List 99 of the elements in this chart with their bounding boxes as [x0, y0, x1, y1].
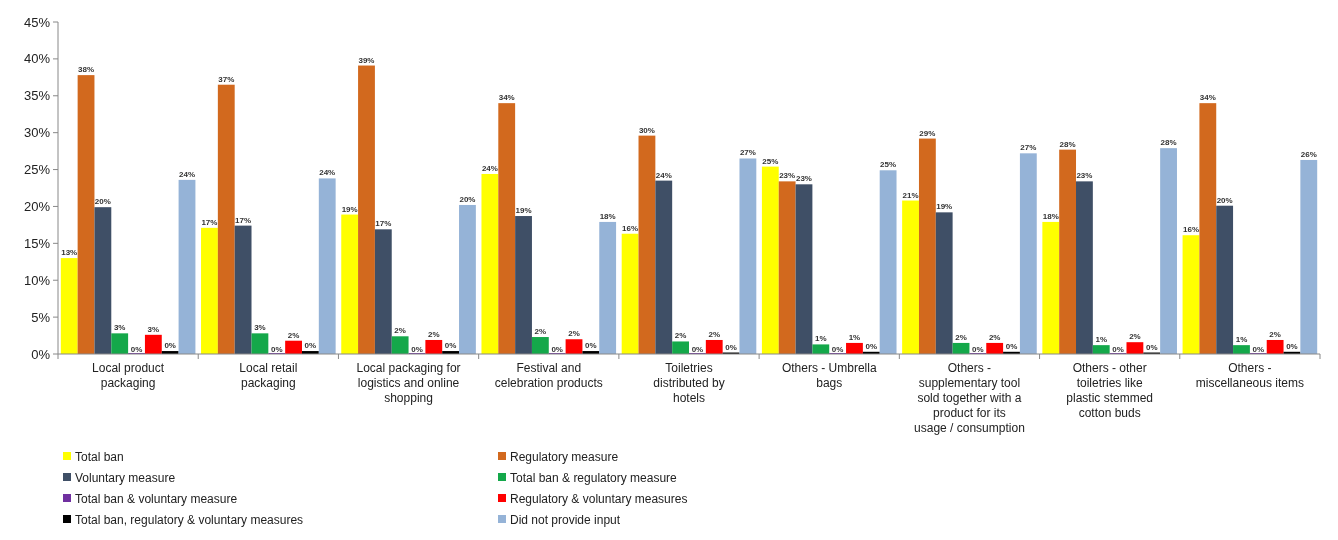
data-label: 17% [375, 219, 392, 229]
data-label: 2% [708, 329, 721, 339]
data-label: 27% [1020, 143, 1037, 153]
data-label: 16% [1182, 225, 1199, 235]
data-label: 20% [94, 197, 111, 207]
legend-label: Total ban, regulatory & voluntary measures [75, 513, 304, 528]
data-label: 1% [1235, 335, 1248, 345]
data-label: 38% [78, 65, 95, 75]
data-label: 19% [341, 204, 358, 214]
data-label: 0% [831, 345, 844, 354]
data-label: 0% [130, 345, 143, 354]
data-label: 1% [815, 334, 827, 344]
data-label: 0% [585, 341, 597, 351]
data-label: 2% [534, 327, 547, 337]
data-label: 26% [1300, 149, 1317, 159]
data-label: 3% [147, 324, 160, 334]
data-label: 0% [865, 341, 878, 351]
data-label: 25% [762, 156, 779, 166]
data-label: 37% [218, 74, 235, 84]
data-label: 28% [1059, 139, 1076, 149]
legend-label: Total ban & regulatory measure [510, 471, 678, 486]
data-label: 34% [498, 93, 515, 103]
data-label: 13% [61, 248, 78, 258]
y-tick-label: 35% [23, 88, 51, 104]
data-label: 0% [551, 345, 563, 354]
data-label: 39% [358, 55, 375, 65]
y-tick-label: 40% [23, 51, 51, 67]
data-label: 23% [795, 174, 812, 184]
data-label: 0% [164, 341, 176, 351]
legend-label: Regulatory measure [510, 450, 619, 465]
y-tick-label: 10% [23, 272, 51, 288]
data-label: 27% [739, 148, 756, 158]
legend-label: Total ban & voluntary measure [75, 492, 238, 507]
x-tick-label: Festival and celebration products [494, 361, 603, 390]
data-label: 1% [1095, 335, 1108, 345]
data-label: 24% [481, 163, 498, 173]
data-label: 2% [955, 332, 967, 342]
data-label: 23% [779, 171, 796, 181]
data-label: 2% [1129, 332, 1141, 342]
data-label: 17% [201, 217, 218, 227]
legend-label: Total ban [75, 450, 124, 465]
data-label: 0% [270, 345, 283, 354]
data-label: 30% [638, 125, 655, 135]
legend-label: Did not provide input [510, 513, 621, 528]
x-tick-label: Others - other toiletries like plastic stemmed cotton buds [1066, 361, 1154, 420]
y-tick-label: 20% [23, 198, 51, 214]
y-tick-label: 0% [31, 346, 51, 362]
data-label: 0% [691, 345, 704, 354]
data-label: 2% [988, 332, 1001, 342]
data-label: 20% [459, 194, 476, 204]
data-label: 0% [304, 341, 317, 351]
data-label: 24% [319, 168, 336, 178]
data-label: 23% [1076, 171, 1093, 181]
data-label: 2% [287, 330, 300, 340]
data-label: 0% [1005, 341, 1018, 351]
data-label: 24% [179, 169, 196, 179]
data-label: 3% [113, 323, 126, 333]
data-label: 2% [674, 331, 687, 341]
data-label: 0% [1112, 345, 1124, 354]
data-label: 17% [235, 215, 252, 225]
data-label: 1% [848, 332, 861, 342]
legend-label: Voluntary measure [75, 471, 176, 486]
data-label: 0% [1252, 345, 1265, 354]
data-label: 2% [394, 326, 406, 336]
data-label: 0% [1145, 342, 1158, 352]
y-tick-label: 5% [31, 309, 51, 325]
data-label: 0% [411, 345, 423, 354]
data-label: 34% [1199, 93, 1216, 103]
data-label: 19% [936, 202, 953, 212]
data-label: 18% [599, 211, 616, 221]
data-label: 18% [1042, 211, 1059, 221]
x-tick-label: Others - Umbrella bags [781, 361, 877, 390]
data-label: 28% [1160, 138, 1177, 148]
data-label: 0% [725, 342, 737, 352]
data-label: 0% [972, 345, 984, 354]
y-tick-label: 30% [23, 125, 51, 141]
x-tick-label: Toiletries distributed by hotels [653, 361, 725, 405]
x-tick-label: Local product packaging [92, 361, 165, 390]
data-label: 25% [880, 160, 897, 170]
data-label: 2% [428, 329, 440, 339]
data-label: 19% [515, 206, 532, 216]
y-tick-label: 25% [23, 162, 51, 178]
x-tick-label: Others - supplementary tool sold together with a product for its usage / consumption [914, 361, 1025, 435]
data-label: 3% [254, 323, 266, 333]
data-label: 21% [902, 190, 919, 200]
data-label: 16% [622, 223, 639, 233]
data-label: 0% [444, 341, 457, 351]
data-label: 2% [568, 329, 580, 339]
y-tick-label: 45% [23, 14, 51, 30]
data-label: 20% [1216, 195, 1233, 205]
legend-label: Regulatory & voluntary measures [510, 492, 688, 507]
data-label: 24% [655, 170, 672, 180]
x-tick-label: Others - miscellaneous items [1195, 361, 1304, 390]
x-tick-label: Local retail packaging [239, 361, 298, 390]
data-label: 2% [1269, 329, 1281, 339]
y-tick-label: 15% [23, 235, 51, 251]
x-tick-label: Local packaging for logistics and online shopping [356, 361, 461, 405]
data-label: 29% [919, 128, 936, 138]
data-label: 0% [1286, 341, 1298, 351]
